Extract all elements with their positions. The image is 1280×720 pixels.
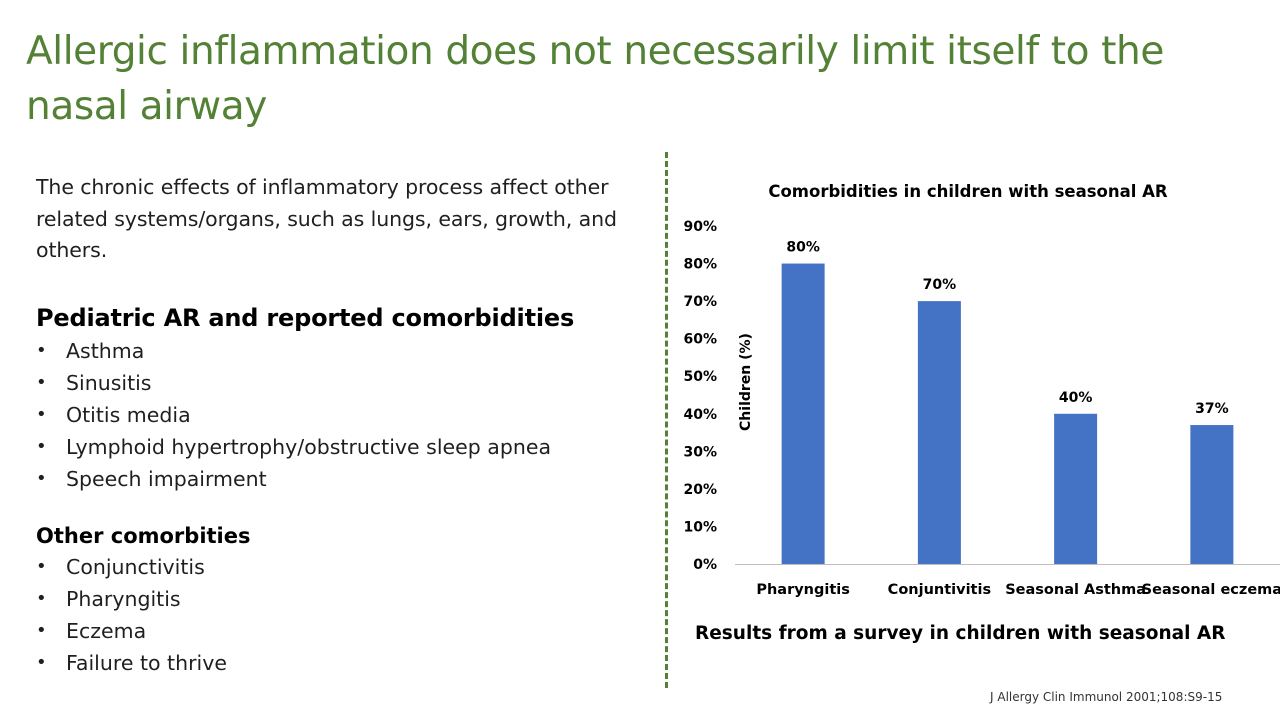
bar-data-label: 37% [1195,401,1229,417]
y-tick-label: 70% [683,294,717,310]
column-divider [665,152,668,688]
x-tick-label: Pharyngitis [756,582,850,598]
x-axis-ticks: Pharyngitis Conjuntivitis Seasonal AsthmaS… [756,582,1280,598]
list-item: Speech impairment [36,463,656,495]
list-item: Asthma [36,335,656,367]
list-item: Sinusitis [36,367,656,399]
x-tick-label: Conjuntivitis [888,582,991,598]
intro-text: The chronic effects of inflammatory proc… [36,175,617,262]
y-tick-label: 30% [683,444,717,460]
slide-title: Allergic inflammation does not necessari… [26,29,1164,129]
y-axis-label: Children (%) [738,333,754,431]
citation: J Allergy Clin Immunol 2001;108:S9-15 [990,690,1223,704]
other-comorbidities-heading: Other comorbities [36,523,251,548]
pediatric-comorbidities-heading: Pediatric AR and reported comorbidities [36,303,575,332]
chart-title: Comorbidities in children with seasonal … [768,182,1168,201]
comorbidities-bar-chart: Comorbidities in children with seasonal … [683,182,1280,598]
list-item: Failure to thrive [36,647,656,679]
bar [781,263,825,564]
bar-data-labels: 80% 70% 40% 37% [786,240,1228,417]
x-tick-label: Seasonal eczema [1142,582,1280,598]
y-axis-ticks: 0% 10% 20% 30% 40% 50% 60% 70% 80% 90% [683,219,717,573]
y-tick-label: 10% [683,519,717,535]
bar [1054,413,1098,564]
x-tick-label: Seasonal Asthma [1005,582,1146,598]
bar [917,301,961,564]
bar-data-label: 80% [786,240,820,256]
bar-data-label: 70% [923,277,957,293]
bars [781,263,1234,564]
chart-caption: Results from a survey in children with s… [695,623,1226,644]
y-tick-label: 60% [683,332,717,348]
y-tick-label: 40% [683,407,717,423]
list-item: Otitis media [36,399,656,431]
bar-data-label: 40% [1059,390,1093,406]
y-tick-label: 80% [683,257,717,273]
y-tick-label: 90% [683,219,717,235]
list-item: Conjunctivitis [36,551,656,583]
left-column: The chronic effects of inflammatory proc… [36,172,656,679]
pediatric-comorbidities-list: Asthma Sinusitis Otitis media Lymphoid h… [36,335,656,495]
y-tick-label: 0% [693,557,717,573]
bar [1190,425,1234,564]
other-comorbidities-list: Conjunctivitis Pharyngitis Eczema Failur… [36,551,656,679]
y-tick-label: 50% [683,369,717,385]
y-tick-label: 20% [683,482,717,498]
list-item: Lymphoid hypertrophy/obstructive sleep a… [36,431,656,463]
list-item: Pharyngitis [36,583,656,615]
list-item: Eczema [36,615,656,647]
